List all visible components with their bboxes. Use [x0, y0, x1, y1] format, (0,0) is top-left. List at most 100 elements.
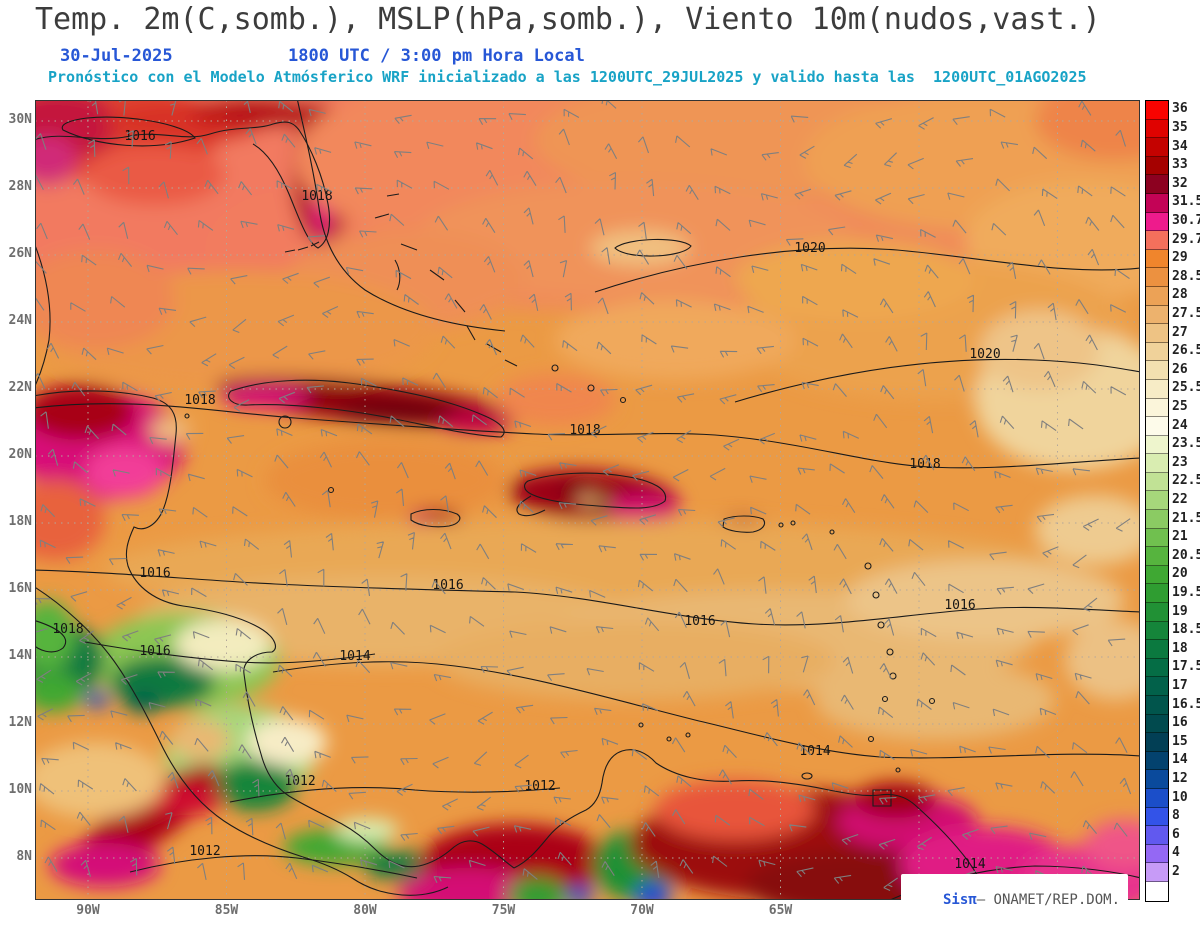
colorbar-label: 32	[1172, 175, 1188, 191]
isobar-label: 1012	[284, 774, 315, 789]
colorbar-segment	[1146, 138, 1168, 157]
colorbar-label: 34	[1172, 138, 1188, 154]
lon-label: 70W	[630, 903, 654, 918]
colorbar-segment	[1146, 603, 1168, 622]
lon-label: 90W	[76, 903, 100, 918]
colorbar-label: 25	[1172, 398, 1188, 414]
page-title: Temp. 2m(C,somb.), MSLP(hPa,somb.), Vien…	[35, 2, 1101, 37]
colorbar-label: 16.5	[1172, 696, 1200, 712]
colorbar-segment	[1146, 324, 1168, 343]
colorbar-label: 23.5	[1172, 436, 1200, 452]
colorbar-segment	[1146, 696, 1168, 715]
colorbar-segment	[1146, 175, 1168, 194]
isobar-label: 1016	[432, 578, 463, 593]
isobar-label: 1014	[954, 857, 985, 872]
isobar-label: 1014	[799, 744, 830, 759]
colorbar-label: 20.5	[1172, 547, 1200, 563]
colorbar-label: 16	[1172, 715, 1188, 731]
isobar-label: 1018	[301, 189, 332, 204]
colorbar-label: 28.5	[1172, 268, 1200, 284]
colorbar-label: 27	[1172, 324, 1188, 340]
colorbar-label: 35	[1172, 119, 1188, 135]
isobar-lines	[35, 100, 1140, 900]
forecast-date: 30-Jul-2025	[60, 46, 173, 66]
colorbar-segment	[1146, 342, 1168, 362]
graticule-lines	[35, 100, 1140, 900]
isobar-label: 1016	[139, 644, 170, 659]
graticule	[35, 100, 1140, 900]
colorbar-segment	[1146, 621, 1168, 641]
colorbar-segment	[1146, 119, 1168, 139]
colorbar-label: 17.5	[1172, 659, 1200, 675]
colorbar-segment	[1146, 472, 1168, 492]
lat-label: 10N	[8, 782, 32, 797]
colorbar-segment	[1146, 491, 1168, 511]
colorbar-label: 14	[1172, 752, 1188, 768]
colorbar-segment	[1146, 379, 1168, 399]
colorbar-label: 27.5	[1172, 305, 1200, 321]
colorbar-label: 21	[1172, 529, 1188, 545]
colorbar-segment	[1146, 714, 1168, 734]
colorbar-segment	[1146, 528, 1168, 548]
colorbar-segment	[1146, 510, 1168, 529]
lat-label: 12N	[8, 715, 32, 730]
colorbar-label: 24	[1172, 417, 1188, 433]
colorbar-segment	[1146, 807, 1168, 827]
colorbar-label: 4	[1172, 845, 1180, 861]
isobar-label: 1020	[969, 347, 1000, 362]
colorbar-label: 17	[1172, 678, 1188, 694]
isobar-label: 1012	[524, 779, 555, 794]
colorbar-label: 26.5	[1172, 343, 1200, 359]
colorbar-segment	[1146, 751, 1168, 771]
colorbar-label: 19.5	[1172, 585, 1200, 601]
isobar-label: 1016	[124, 129, 155, 144]
colorbar-label: 22	[1172, 492, 1188, 507]
lat-label: 26N	[8, 246, 32, 261]
colorbar-segment	[1146, 193, 1168, 213]
forecast-valid-time: 1800 UTC / 3:00 pm Hora Local	[288, 46, 585, 66]
colorbar-label: 6	[1172, 826, 1180, 842]
lat-label: 22N	[8, 380, 32, 395]
colorbar-label: 12	[1172, 771, 1188, 787]
colorbar-label: 20	[1172, 566, 1188, 582]
colorbar-label: 31.5	[1172, 194, 1200, 210]
attribution-brand: Sisπ	[942, 892, 977, 908]
colorbar-segment	[1146, 212, 1168, 232]
forecast-map: 1016 1018 1020 1020 1018 1018 1018 1016 1016 1016…	[35, 100, 1140, 900]
colorbar-segment	[1146, 788, 1168, 808]
temperature-colorbar	[1145, 100, 1169, 902]
attribution-org: – ONAMET/REP.DOM.	[976, 892, 1120, 908]
colorbar-segment	[1146, 231, 1168, 250]
lat-label: 30N	[8, 112, 32, 127]
colorbar-label: 21.5	[1172, 510, 1200, 526]
isobar-label: 1018	[52, 622, 83, 637]
colorbar-segment	[1146, 640, 1168, 659]
colorbar-segment	[1146, 584, 1168, 604]
colorbar-label: 18.5	[1172, 622, 1200, 638]
lat-label: 24N	[8, 313, 32, 328]
wind-barbs	[35, 100, 1132, 892]
colorbar-segment	[1146, 398, 1168, 418]
lat-label: 8N	[16, 849, 32, 864]
colorbar-segment	[1146, 826, 1168, 845]
colorbar-label: 23	[1172, 454, 1188, 470]
colorbar-label: 18	[1172, 640, 1188, 656]
isobar-label: 1018	[569, 423, 600, 438]
colorbar-segment	[1146, 454, 1168, 473]
isobar-label: 1016	[139, 566, 170, 581]
colorbar-segment	[1146, 435, 1168, 455]
isobar-label: 1016	[944, 598, 975, 613]
colorbar-label: 29	[1172, 250, 1188, 266]
colorbar-label: 28	[1172, 287, 1188, 303]
colorbar-label: 22.5	[1172, 473, 1200, 489]
colorbar-label: 25.5	[1172, 380, 1200, 396]
colorbar-segment	[1146, 305, 1168, 325]
lat-label: 28N	[8, 179, 32, 194]
colorbar-segment	[1146, 249, 1168, 269]
colorbar-segment	[1146, 156, 1168, 176]
colorbar-label: 19	[1172, 603, 1188, 619]
lon-label: 65W	[768, 903, 793, 918]
colorbar-label: 10	[1172, 789, 1188, 805]
attribution-badge: Sisπ– ONAMET/REP.DOM.	[901, 874, 1128, 926]
